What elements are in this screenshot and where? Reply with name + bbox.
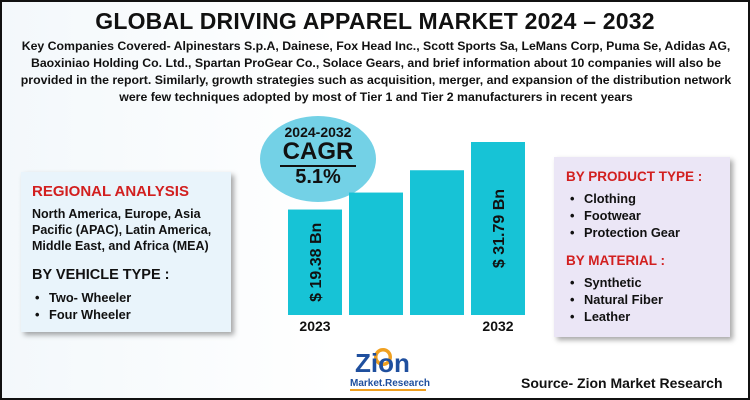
bar-2: [410, 170, 464, 315]
list-item: Natural Fiber: [564, 291, 663, 308]
list-item: Clothing: [564, 190, 680, 207]
regional-vehicle-panel: REGIONAL ANALYSIS North America, Europe,…: [21, 172, 231, 332]
description-text: Key Companies Covered- Alpinestars S.p.A…: [20, 39, 732, 104]
regional-title: REGIONAL ANALYSIS: [32, 183, 189, 200]
list-item: Protection Gear: [564, 224, 680, 241]
cagr-label-text: CAGR: [279, 138, 357, 167]
cagr-label: CAGR: [260, 138, 376, 167]
product-material-panel: BY PRODUCT TYPE : Clothing Footwear Prot…: [554, 157, 730, 337]
page-title: GLOBAL DRIVING APPAREL MARKET 2024 – 203…: [95, 8, 655, 34]
x-tick-label-3: 2032: [482, 318, 513, 334]
bar-1: [349, 192, 403, 315]
logo-zion-text: Zion: [355, 348, 410, 378]
bar-0: [288, 209, 342, 315]
product-list: Clothing Footwear Protection Gear: [564, 190, 680, 241]
bar-3: [471, 142, 525, 315]
logo-market-research-text: Market.Research: [350, 378, 430, 389]
material-title: BY MATERIAL :: [566, 253, 666, 268]
list-item: Synthetic: [564, 274, 663, 291]
list-item: Four Wheeler: [29, 306, 131, 323]
vehicle-list: Two- Wheeler Four Wheeler: [29, 289, 131, 323]
list-item: Footwear: [564, 207, 680, 224]
list-item: Leather: [564, 308, 663, 325]
source-text: Source- Zion Market Research: [521, 375, 723, 391]
cagr-years: 2024-2032: [284, 124, 352, 140]
bar-value-label-0: $ 19.38 Bn: [308, 223, 325, 302]
zion-logo: Zion Market.Research: [350, 348, 430, 391]
bar-value-label-3: $ 31.79 Bn: [491, 189, 508, 268]
zion-logo-mark: Zion Market.Research: [350, 348, 430, 391]
list-item: Two- Wheeler: [29, 289, 131, 306]
cagr-bubble: [260, 116, 376, 202]
material-list: Synthetic Natural Fiber Leather: [564, 274, 663, 325]
x-tick-label-0: 2023: [299, 318, 330, 334]
cagr-value: 5.1%: [295, 166, 341, 188]
product-title: BY PRODUCT TYPE :: [566, 169, 703, 184]
regional-text: North America, Europe, Asia Pacific (APA…: [32, 207, 212, 253]
vehicle-title: BY VEHICLE TYPE :: [32, 267, 170, 283]
